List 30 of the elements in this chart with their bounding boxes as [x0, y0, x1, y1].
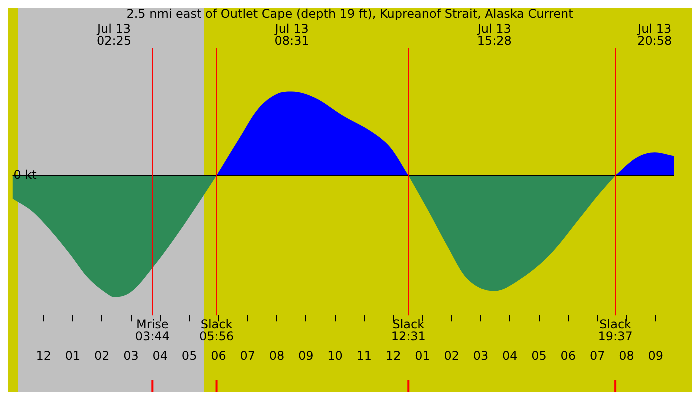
x-tick-label: 03	[473, 348, 489, 363]
x-tick-label: 12	[36, 348, 52, 363]
x-tick-label: 08	[269, 348, 285, 363]
x2-tick-label: Jul 13 02:25	[96, 22, 132, 48]
ref-line-label: Slack 12:31	[391, 318, 426, 344]
x-tick-label: 06	[211, 348, 226, 363]
x-tick-label: 01	[65, 348, 81, 363]
x-tick-label: 02	[94, 348, 110, 363]
x-tick-label: 05	[182, 348, 198, 363]
x2-tick-label: Jul 13 08:31	[274, 22, 310, 48]
x-tick-label: 11	[356, 348, 372, 363]
ref-line-label: Slack 19:37	[598, 318, 633, 344]
x-tick-label: 07	[590, 348, 606, 363]
x-tick-label: 01	[415, 348, 430, 363]
x-tick-label: 09	[298, 348, 314, 363]
x-tick-label: 04	[152, 348, 168, 363]
x-tick-label: 03	[124, 348, 139, 363]
chart-title: 2.5 nmi east of Outlet Cape (depth 19 ft), Kupreanof Strait, Alaska Current	[126, 7, 574, 22]
ref-line-label: Mrise 03:44	[135, 318, 170, 344]
x-tick-label: 04	[502, 348, 518, 363]
x-tick-label: 07	[240, 348, 256, 363]
x2-tick-label: Jul 13 15:28	[476, 22, 512, 48]
x-tick-label: 05	[532, 348, 547, 363]
x-tick-label: 09	[648, 348, 664, 363]
x-tick-label: 06	[560, 348, 576, 363]
x-tick-label: 12	[386, 348, 402, 363]
x-tick-label: 10	[328, 348, 343, 363]
x-tick-label: 08	[619, 348, 634, 363]
x-tick-label: 02	[444, 348, 460, 363]
x2-tick-label: Jul 13 20:58	[637, 22, 672, 48]
